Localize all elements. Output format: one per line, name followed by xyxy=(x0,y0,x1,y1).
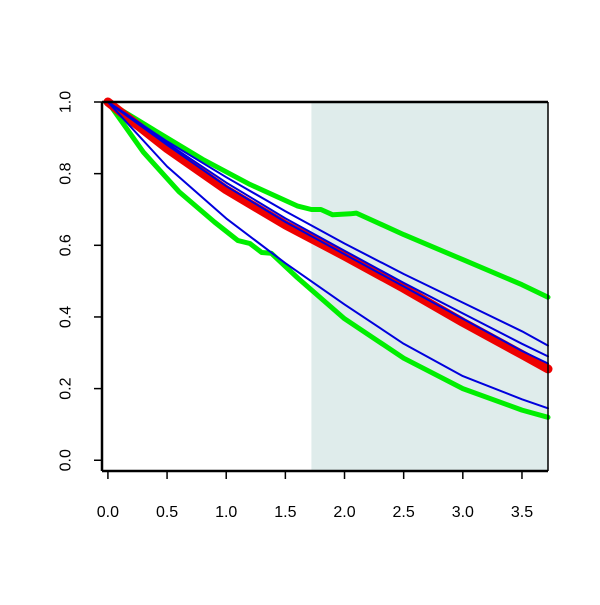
series-line-7 xyxy=(106,101,549,410)
y-tick-label: 0.8 xyxy=(58,162,75,184)
y-tick-label: 0.2 xyxy=(58,377,75,399)
x-tick-label: 3.5 xyxy=(511,504,533,521)
series-line-2 xyxy=(105,99,551,420)
x-tick-label: 2.5 xyxy=(393,504,415,521)
series-layer xyxy=(103,97,553,420)
x-tick-label: 0.5 xyxy=(156,504,178,521)
x-tick-label: 2.0 xyxy=(333,504,355,521)
y-tick-label: 0.6 xyxy=(58,234,75,256)
x-tick-label: 1.0 xyxy=(215,504,237,521)
axes-layer: 0.0 0.5 1.0 1.5 2.0 2.5 3.0 3.5 0.0 0.2 0.4 0.6 0.8 1… xyxy=(58,91,549,521)
y-tick-label: 1.0 xyxy=(58,91,75,113)
x-tick-label: 3.0 xyxy=(452,504,474,521)
x-tick-label: 1.5 xyxy=(274,504,296,521)
series-line-4 xyxy=(106,101,549,347)
series-line-3 xyxy=(103,97,553,374)
series-line-6 xyxy=(106,101,549,365)
y-tick-label: 0.4 xyxy=(58,306,75,328)
series-line-5 xyxy=(106,101,549,358)
y-tick-label: 0.0 xyxy=(58,449,75,471)
series-line-1 xyxy=(105,99,551,300)
x-tick-label: 0.0 xyxy=(97,504,119,521)
